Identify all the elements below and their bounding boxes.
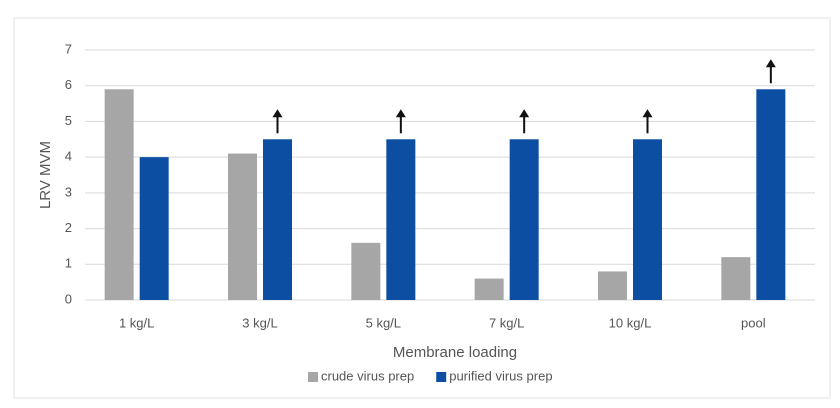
bar: [633, 139, 662, 300]
bar: [104, 89, 134, 301]
lower-bound-arrowhead: [519, 109, 530, 118]
chart-frame: [13, 17, 831, 399]
bar: [139, 157, 169, 300]
bar: [721, 257, 751, 300]
legend-swatch: [308, 372, 318, 382]
bar: [228, 153, 257, 300]
bar: [386, 139, 416, 300]
legend-label: purified virus prep: [449, 368, 552, 383]
bar: [263, 139, 292, 300]
bar: [351, 242, 381, 300]
x-tick-label: pool: [741, 315, 766, 330]
x-tick-label: 7 kg/L: [489, 315, 524, 330]
y-tick-label: 1: [65, 256, 72, 271]
lower-bound-arrowhead: [642, 109, 653, 118]
lower-bound-arrowhead: [272, 109, 283, 118]
y-tick-label: 3: [65, 184, 72, 199]
x-axis-title: Membrane loading: [393, 344, 517, 361]
lower-bound-arrowhead: [395, 109, 406, 118]
bar: [474, 278, 504, 300]
x-tick-label: 5 kg/L: [366, 315, 401, 330]
x-tick-label: 10 kg/L: [609, 315, 652, 330]
y-tick-label: 4: [65, 149, 72, 164]
bar: [598, 271, 627, 300]
legend-swatch: [436, 372, 447, 382]
y-tick-label: 2: [65, 220, 72, 235]
lower-bound-arrowhead: [765, 59, 776, 68]
y-tick-label: 7: [65, 41, 72, 56]
x-tick-label: 1 kg/L: [119, 315, 154, 330]
bar: [756, 89, 786, 301]
x-tick-label: 3 kg/L: [242, 315, 277, 330]
bar: [509, 139, 539, 300]
y-tick-label: 6: [65, 77, 72, 92]
y-tick-label: 5: [65, 113, 72, 128]
y-axis-title: LRV MVM: [37, 141, 54, 209]
y-tick-label: 0: [65, 291, 72, 306]
legend-label: crude virus prep: [321, 368, 414, 383]
